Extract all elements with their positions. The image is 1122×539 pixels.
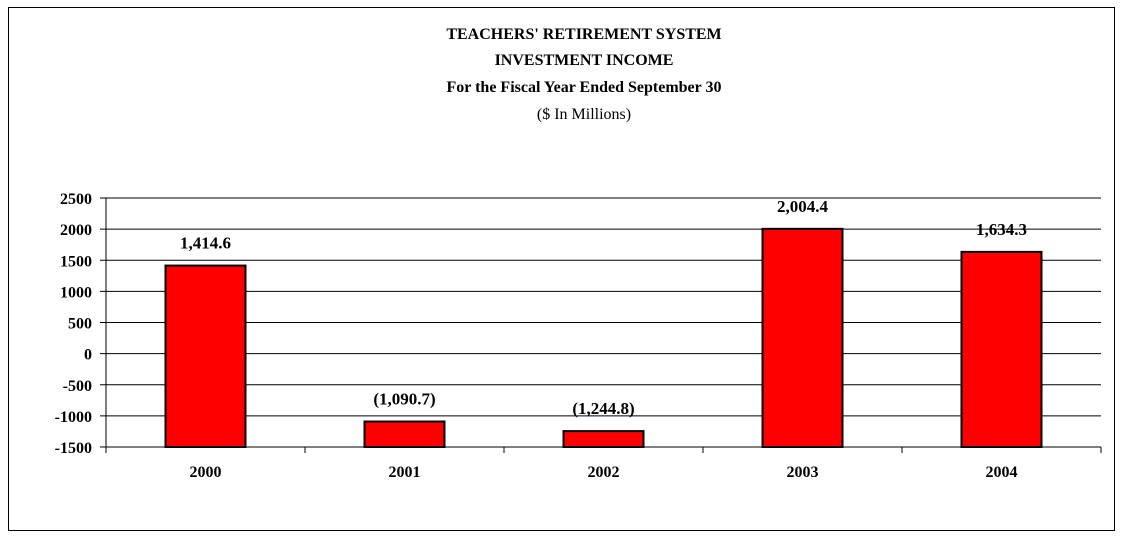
bar-2000 [164,264,247,449]
axes [100,197,1102,453]
y-tick-label: -500 [63,378,92,395]
category-label: 2002 [588,464,620,481]
chart-title-line-3: For the Fiscal Year Ended September 30 [447,79,722,96]
y-tick-label: 0 [84,347,92,364]
data-label: (1,090.7) [373,390,435,409]
chart-subtitle: ($ In Millions) [537,106,631,123]
category-label: 2000 [190,464,222,481]
y-tick-labels: 2500 2000 1500 1000 500 0 -500 -1000 -1500 [55,191,92,457]
y-tick-label: -1500 [55,440,92,457]
chart-title-line-1: TEACHERS' RETIREMENT SYSTEM [446,26,721,43]
data-label: 1,414.6 [180,234,231,253]
bars [164,227,1043,449]
data-label: (1,244.8) [572,399,634,418]
bar-2001 [363,420,446,449]
chart-title: TEACHERS' RETIREMENT SYSTEM INVESTMENT I… [446,26,721,123]
category-labels: 2000 2001 2002 2003 2004 [190,464,1018,481]
data-label: 2,004.4 [777,197,829,216]
y-tick-label: 1500 [60,253,92,270]
bar-2002 [562,430,645,448]
y-tick-label: 2500 [60,191,92,208]
category-label: 2004 [986,464,1018,481]
bar-2004 [960,250,1043,448]
y-tick-label: 2000 [60,222,92,239]
y-tick-label: -1000 [55,409,92,426]
y-tick-label: 500 [68,316,92,333]
bar-2003 [761,227,844,448]
gridlines [106,197,1101,417]
y-tick-label: 1000 [60,284,92,301]
data-label: 1,634.3 [976,220,1027,239]
category-label: 2001 [389,464,421,481]
data-labels: 1,414.6 (1,090.7) (1,244.8) 2,004.4 1,634.3 [180,197,1027,418]
chart-title-line-2: INVESTMENT INCOME [495,52,674,69]
category-label: 2003 [787,464,819,481]
